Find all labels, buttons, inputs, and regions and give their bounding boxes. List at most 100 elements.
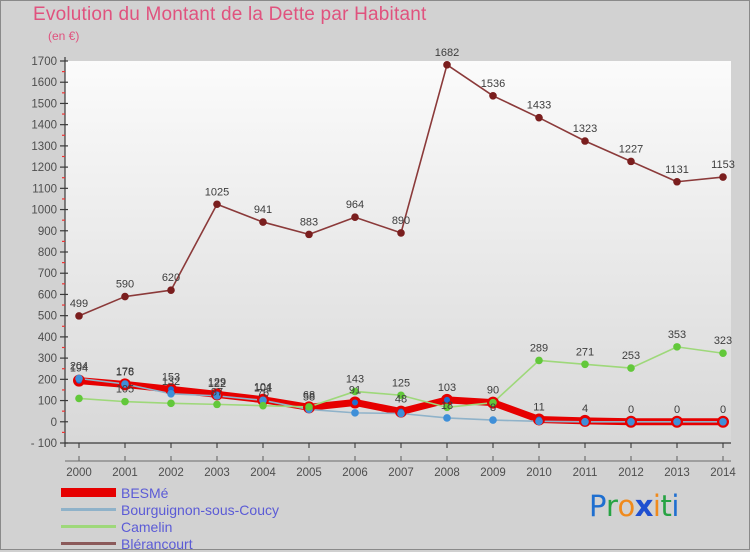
- data-point-label: 11: [533, 401, 544, 413]
- data-point[interactable]: [673, 417, 681, 426]
- legend-swatch: [61, 542, 116, 545]
- data-point-label: 76: [257, 388, 269, 400]
- x-tick-label: 2010: [526, 467, 552, 479]
- data-point-label: 1536: [481, 78, 505, 90]
- data-point[interactable]: [489, 398, 497, 407]
- legend-swatch: [61, 488, 116, 497]
- data-point-label: 204: [70, 360, 88, 372]
- data-point[interactable]: [673, 177, 681, 186]
- data-point-label: 105: [116, 384, 134, 396]
- data-point-label: 590: [116, 279, 134, 291]
- legend-item[interactable]: Blérancourt: [61, 535, 481, 552]
- data-point[interactable]: [167, 399, 175, 408]
- data-point[interactable]: [259, 396, 267, 405]
- y-tick-label: 400: [38, 332, 57, 344]
- data-point[interactable]: [719, 173, 727, 181]
- data-point[interactable]: [627, 157, 635, 166]
- data-point-label: 1227: [619, 143, 643, 155]
- data-point[interactable]: [443, 61, 451, 69]
- logo-letter-r: r: [606, 489, 618, 523]
- y-tick-label: 1400: [31, 120, 57, 132]
- data-point-label: 1153: [711, 159, 735, 171]
- y-tick-label: 800: [38, 247, 57, 259]
- logo-letter-p: P: [589, 489, 607, 523]
- data-point-label: 143: [346, 373, 364, 385]
- x-tick-label: 2001: [112, 467, 138, 479]
- data-point[interactable]: [351, 387, 359, 396]
- data-point-label: 0: [674, 404, 680, 416]
- legend-item[interactable]: BESMé: [61, 484, 481, 501]
- y-tick-label: 900: [38, 226, 57, 238]
- y-tick-label: 700: [38, 268, 57, 280]
- y-tick-label: 1000: [31, 205, 57, 217]
- data-point[interactable]: [351, 213, 359, 221]
- logo-letter-i1: i: [652, 489, 661, 523]
- data-point[interactable]: [121, 397, 129, 406]
- legend-item[interactable]: Camelin: [61, 518, 481, 535]
- y-tick-label: 100: [38, 396, 57, 408]
- logo-letter-o: o: [617, 489, 635, 523]
- data-point-label: 4: [582, 403, 588, 415]
- data-point-label: 890: [392, 215, 410, 227]
- data-point[interactable]: [75, 374, 83, 383]
- data-point[interactable]: [167, 286, 175, 295]
- proxiti-logo[interactable]: Proxiti: [589, 489, 679, 523]
- data-point[interactable]: [259, 218, 267, 226]
- chart-unit-subtitle: (en €): [48, 29, 80, 43]
- y-tick-label: 500: [38, 311, 57, 323]
- data-point[interactable]: [351, 409, 359, 417]
- y-tick-label: 300: [38, 353, 57, 365]
- data-point[interactable]: [121, 292, 129, 301]
- data-point[interactable]: [535, 417, 543, 426]
- data-point[interactable]: [397, 409, 405, 418]
- data-point[interactable]: [581, 360, 589, 369]
- chart-legend: BESMé Bourguignon-sous-Coucy Camelin Bléran…: [61, 484, 481, 552]
- data-point[interactable]: [213, 392, 221, 400]
- data-point[interactable]: [673, 343, 681, 351]
- data-point-label: 122: [208, 378, 226, 390]
- y-tick-label: 0: [51, 417, 57, 429]
- data-point[interactable]: [489, 92, 497, 100]
- data-point[interactable]: [627, 364, 635, 372]
- data-point[interactable]: [443, 414, 451, 422]
- y-tick-label: 200: [38, 374, 57, 386]
- data-point[interactable]: [75, 312, 83, 320]
- data-point[interactable]: [167, 389, 175, 398]
- data-point[interactable]: [535, 356, 543, 365]
- y-tick-label: 1200: [31, 162, 57, 174]
- x-tick-label: 2008: [434, 467, 460, 479]
- data-point[interactable]: [719, 417, 727, 426]
- x-tick-label: 2004: [250, 467, 276, 479]
- y-tick-label: 1500: [31, 98, 57, 110]
- data-point[interactable]: [397, 391, 405, 400]
- data-point[interactable]: [349, 396, 361, 409]
- data-point[interactable]: [305, 403, 313, 411]
- x-axis: 2000 2001 2002 2003 2004 2005 2006 2007 2008 2009…: [65, 442, 736, 479]
- data-point-label: 289: [530, 342, 548, 354]
- data-point[interactable]: [489, 416, 497, 424]
- data-point-label: 176: [116, 366, 134, 378]
- data-point[interactable]: [535, 113, 543, 122]
- data-point[interactable]: [213, 400, 221, 409]
- y-axis: - 100 0 100 200 300 400 500 600 700 800 900 1000 110…: [31, 56, 68, 450]
- data-point[interactable]: [75, 394, 83, 403]
- data-point[interactable]: [397, 229, 405, 237]
- data-point[interactable]: [121, 380, 129, 388]
- data-point[interactable]: [259, 401, 267, 410]
- data-point[interactable]: [443, 403, 451, 412]
- data-point[interactable]: [581, 137, 589, 145]
- data-point[interactable]: [305, 230, 313, 239]
- logo-letter-i2: i: [671, 489, 679, 523]
- x-tick-label: 2009: [480, 467, 506, 479]
- data-point-label: 48: [395, 394, 407, 406]
- x-tick-label: 2011: [573, 467, 598, 479]
- data-point[interactable]: [581, 417, 589, 426]
- data-point[interactable]: [719, 349, 727, 358]
- legend-label: Bourguignon-sous-Coucy: [121, 501, 279, 518]
- data-point-label: 1131: [665, 164, 689, 176]
- data-point-label: 883: [300, 216, 318, 228]
- data-point[interactable]: [627, 417, 635, 426]
- legend-item[interactable]: Bourguignon-sous-Coucy: [61, 501, 481, 518]
- data-point[interactable]: [213, 200, 221, 209]
